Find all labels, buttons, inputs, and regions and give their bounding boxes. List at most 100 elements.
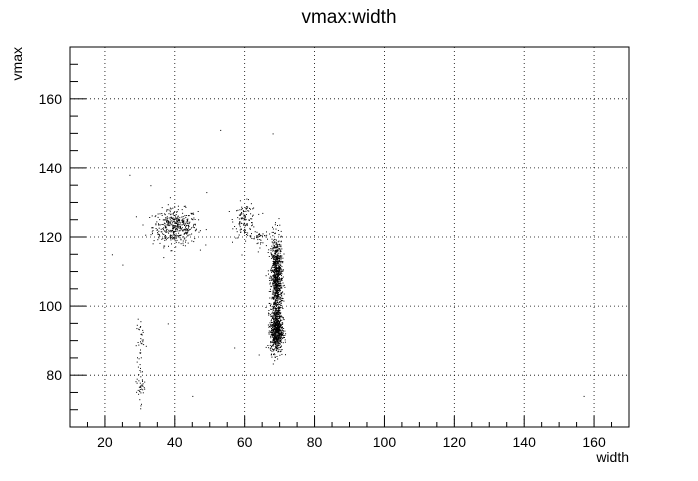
data-point	[194, 224, 196, 226]
data-point	[193, 227, 195, 229]
data-point	[274, 318, 276, 320]
data-point	[277, 230, 279, 231]
data-point	[158, 234, 160, 236]
data-point	[269, 348, 271, 350]
data-point	[257, 236, 259, 238]
data-point	[245, 240, 247, 242]
data-point	[278, 265, 280, 267]
data-point	[152, 233, 153, 235]
data-point	[280, 272, 282, 274]
data-point	[280, 295, 282, 297]
data-point	[279, 341, 281, 342]
data-point	[275, 328, 277, 330]
data-point	[142, 329, 144, 331]
data-point	[136, 391, 138, 393]
data-point	[245, 219, 247, 221]
data-point	[268, 333, 270, 335]
data-point	[168, 224, 170, 226]
data-point	[280, 305, 282, 307]
data-point	[273, 323, 275, 324]
data-point	[248, 219, 250, 221]
data-point	[198, 219, 200, 221]
data-point	[280, 285, 282, 286]
data-point	[185, 217, 187, 219]
data-point	[276, 339, 278, 340]
data-point	[274, 327, 276, 329]
data-point	[278, 281, 280, 283]
data-point	[274, 326, 276, 328]
data-point	[246, 223, 248, 225]
data-point	[192, 212, 194, 214]
data-point	[281, 329, 283, 331]
data-point	[171, 222, 173, 224]
data-point	[273, 275, 275, 277]
data-point	[277, 297, 279, 299]
data-point	[245, 232, 247, 233]
data-point	[135, 345, 137, 347]
data-point	[172, 213, 174, 214]
data-point	[137, 389, 139, 391]
data-point	[270, 314, 272, 316]
data-point	[282, 262, 284, 264]
data-point	[273, 291, 275, 293]
data-point	[239, 209, 241, 211]
data-point	[166, 216, 168, 218]
data-point	[280, 345, 282, 347]
data-point	[169, 209, 171, 211]
data-points	[111, 129, 585, 410]
data-point	[280, 255, 282, 256]
data-point	[273, 303, 275, 305]
data-point	[157, 216, 159, 218]
data-point	[271, 353, 272, 355]
data-point	[281, 337, 283, 339]
data-point	[145, 234, 147, 236]
data-point	[169, 222, 171, 224]
data-point	[142, 383, 144, 385]
data-point	[243, 222, 245, 224]
data-point	[583, 395, 585, 397]
x-axis-label: width	[595, 449, 629, 465]
data-point	[281, 334, 282, 336]
data-point	[281, 353, 283, 355]
data-point	[273, 338, 274, 340]
data-point	[277, 348, 279, 350]
data-point	[277, 341, 279, 343]
data-point	[182, 242, 184, 244]
x-tick-label: 20	[97, 434, 113, 450]
data-point	[270, 269, 272, 271]
data-point	[176, 239, 178, 241]
data-point	[273, 282, 275, 284]
data-point	[162, 224, 164, 226]
data-point	[272, 257, 274, 259]
data-point	[279, 280, 281, 282]
data-point	[270, 320, 272, 322]
data-point	[173, 237, 175, 239]
data-point	[272, 241, 274, 243]
data-point	[275, 265, 277, 267]
data-point	[272, 283, 274, 285]
data-point	[279, 248, 281, 250]
data-point	[284, 286, 286, 288]
data-point	[279, 326, 281, 328]
data-point	[279, 244, 281, 246]
data-point	[178, 220, 180, 222]
data-point	[244, 232, 245, 234]
data-point	[176, 220, 178, 222]
data-point	[275, 331, 277, 333]
data-point	[275, 308, 277, 310]
data-point	[268, 310, 270, 311]
data-point	[231, 219, 233, 220]
data-point	[177, 224, 179, 226]
data-point	[277, 225, 278, 226]
data-point	[167, 221, 169, 223]
data-point	[241, 223, 243, 224]
data-point	[280, 246, 282, 248]
data-point	[183, 236, 185, 238]
data-point	[170, 213, 172, 215]
data-point	[276, 244, 278, 246]
data-point	[161, 207, 163, 209]
x-tick-label: 120	[443, 434, 467, 450]
data-point	[236, 231, 238, 233]
data-point	[220, 129, 222, 131]
data-point	[274, 322, 276, 324]
